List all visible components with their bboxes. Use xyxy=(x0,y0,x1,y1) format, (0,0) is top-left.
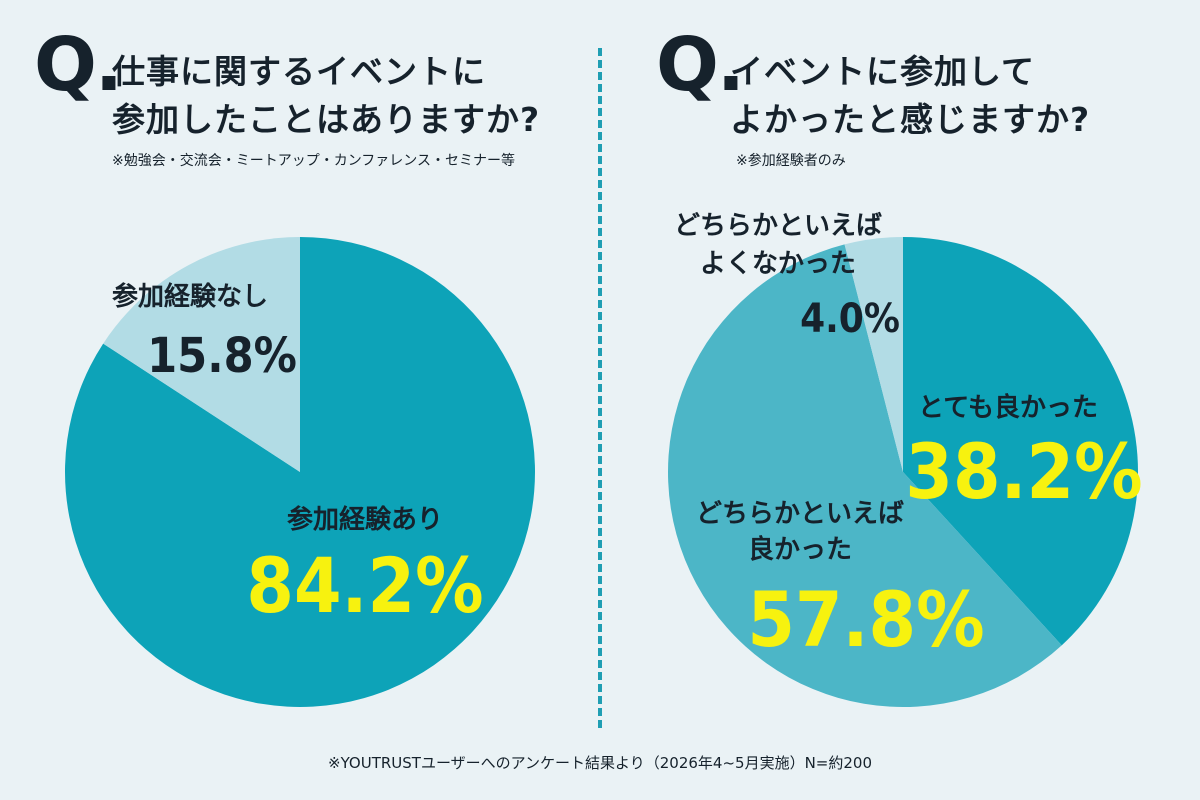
question-title-right: イベントに参加して よかったと感じますか? xyxy=(730,48,1090,144)
question-note-left: ※勉強会・交流会・ミートアップ・カンファレンス・セミナー等 xyxy=(112,153,516,169)
value-very-good: 38.2% xyxy=(905,427,1142,516)
pie-right-slice-1 xyxy=(668,244,1062,707)
pie-chart-left xyxy=(64,237,535,707)
label-no-experience: 参加経験なし xyxy=(112,281,268,312)
label-somewhat-good: どちらかといえば良かった xyxy=(696,499,904,565)
left-panel: Q. 仕事に関するイベントに 参加したことはありますか? ※勉強会・交流会・ミー… xyxy=(0,0,600,740)
question-mark-left: Q. xyxy=(34,22,123,108)
value-somewhat-good: 57.8% xyxy=(747,575,984,664)
pie-left-slice-0 xyxy=(64,237,535,707)
value-somewhat-bad: 4.0% xyxy=(800,296,900,342)
dashed-divider xyxy=(598,48,602,728)
right-panel: Q. イベントに参加して よかったと感じますか? ※参加経験者のみ xyxy=(600,0,1200,740)
question-title-right-line1: イベントに参加して xyxy=(730,52,1036,91)
question-title-left-line2: 参加したことはありますか? xyxy=(112,100,541,139)
footer-note: ※YOUTRUSTユーザーへのアンケート結果より（2026年4~5月実施）N=約… xyxy=(328,754,872,772)
question-mark-right: Q. xyxy=(656,22,745,108)
pie-right-slice-0 xyxy=(903,237,1139,646)
pie-charts: 参加経験なし 15.8% 参加経験あり 84.2% どちらかといえばよくなかった… xyxy=(64,211,1143,707)
question-title-left-line1: 仕事に関するイベントに xyxy=(112,52,486,91)
question-title-right-line2: よかったと感じますか? xyxy=(730,100,1091,139)
label-somewhat-bad-line: どちらかといえばよくなかった xyxy=(674,211,882,279)
label-experience: 参加経験あり xyxy=(287,504,443,535)
question-note-right: ※参加経験者のみ xyxy=(736,153,846,169)
pie-labels: 参加経験なし 15.8% 参加経験あり 84.2% どちらかといえばよくなかった… xyxy=(112,211,1143,664)
value-no-experience: 15.8% xyxy=(147,328,297,384)
label-very-good: とても良かった xyxy=(918,392,1098,423)
pie-right-slice-2 xyxy=(844,237,903,472)
pie-chart-right xyxy=(668,237,1139,707)
question-title-left: 仕事に関するイベントに 参加したことはありますか? xyxy=(112,48,540,144)
pie-left-slice-1 xyxy=(103,237,300,472)
value-experience: 84.2% xyxy=(246,541,483,630)
